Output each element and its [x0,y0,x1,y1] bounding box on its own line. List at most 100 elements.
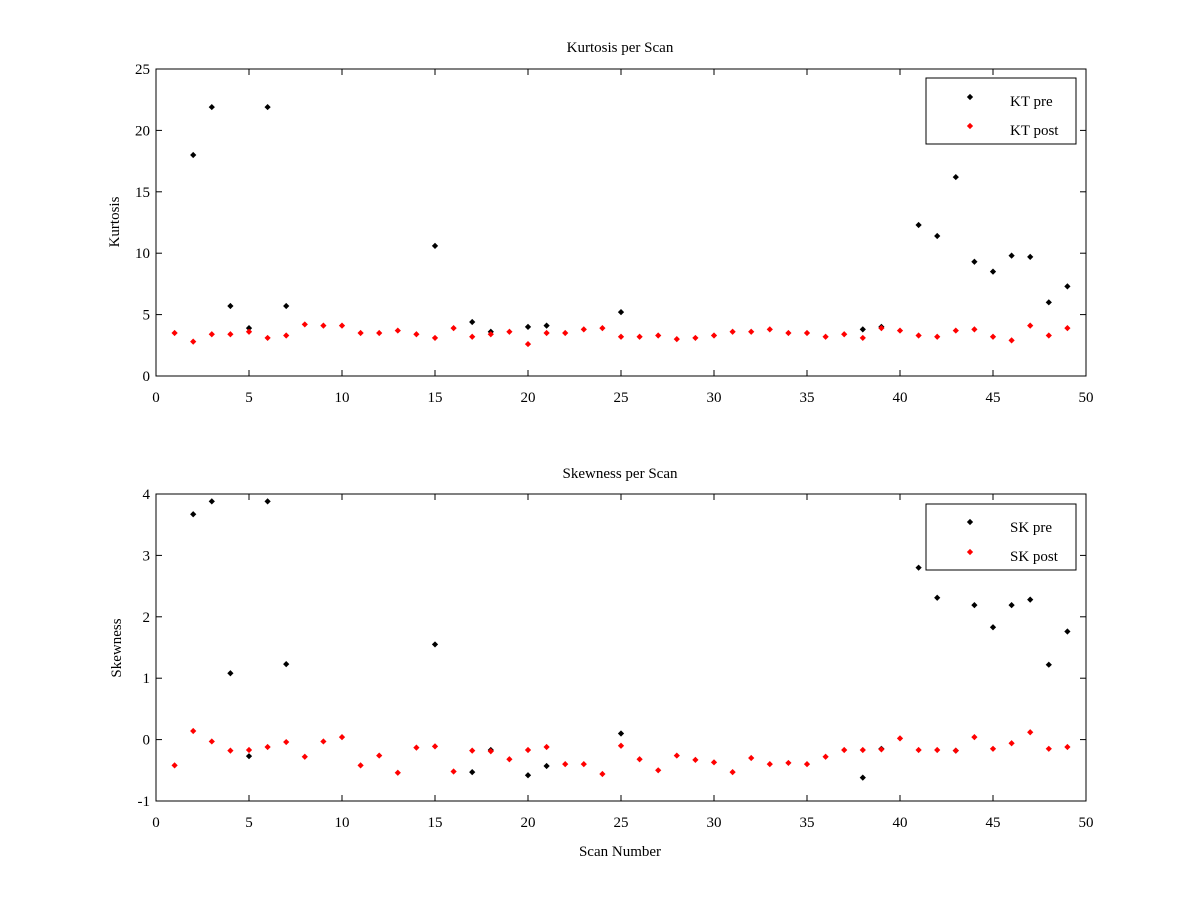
skewness-legend-box [925,503,1077,571]
kurtosis-plot-frame [155,68,1087,377]
kt-post-point [729,328,736,335]
kurtosis-y-tick-label: 10 [135,246,150,262]
kt-post-point [171,329,178,337]
kt-post-point [431,334,439,342]
sk-post-legend-label: SK post [1010,549,1059,565]
kt-post-point [320,322,327,329]
kt-post-point [376,329,383,337]
kurtosis-y-tick-label: 15 [135,185,150,201]
sk-post-point [971,734,978,741]
skewness-x-tick-label: 40 [893,815,908,831]
sk-pre-point [431,641,439,648]
kurtosis-y-axis-label: Kurtosis [107,196,123,247]
kt-post-point [524,340,532,348]
kurtosis-x-tick-label: 50 [1079,390,1094,406]
skewness-y-tick-label: 2 [143,610,151,626]
kurtosis-y-tick-label: 5 [143,308,151,324]
kt-pre-point [1064,283,1071,290]
skewness-points [171,498,1071,781]
kt-pre-legend-label: KT pre [1010,94,1053,110]
sk-post-point [952,747,959,754]
kt-post-point [543,329,550,337]
kurtosis-ticks: 0 5 10 15 20 25 30 35 40 45 50 0 5 10 15 20 25 [135,62,1094,406]
kt-post-legend-label: KT post [1010,123,1059,139]
skewness-x-tick-label: 0 [152,815,160,831]
kurtosis-x-tick-label: 0 [152,390,160,406]
kt-post-point [469,333,476,340]
kt-pre-point [283,302,290,310]
kt-pre-point [971,258,978,265]
kurtosis-y-tick-label: 20 [135,123,150,139]
skewness-y-tick-label: 3 [143,548,151,564]
kt-post-point [748,328,755,335]
sk-post-point [617,742,625,749]
kurtosis-x-tick-label: 45 [986,390,1001,406]
sk-post-point [599,770,606,778]
kt-post-point [1045,332,1052,339]
sk-post-point [431,743,439,750]
skewness-x-tick-label: 30 [707,815,722,831]
kurtosis-y-tick-label: 0 [143,369,151,385]
sk-post-point [655,767,662,774]
skewness-y-tick-label: 4 [143,487,151,503]
kt-post-point [301,321,308,328]
kurtosis-x-tick-label: 15 [428,390,443,406]
sk-pre-point [1045,661,1052,668]
sk-post-point [1008,740,1015,747]
sk-pre-point [524,772,532,779]
skewness-y-tick-label: -1 [138,794,151,810]
sk-post-point [450,768,457,775]
kt-post-point [394,327,401,334]
kt-post-point [785,329,792,337]
kt-pre-point [1027,253,1034,260]
skewness-y-axis-label: Skewness [109,618,125,677]
sk-pre-point [971,602,978,609]
kt-post-point [357,329,364,337]
skewness-x-tick-label: 15 [428,815,443,831]
sk-pre-point [469,769,476,776]
sk-post-point [710,759,718,766]
skewness-x-tick-label: 20 [521,815,536,831]
kt-post-point [487,331,494,338]
skewness-x-axis-label: Scan Number [579,844,661,860]
sk-post-point [1027,729,1034,736]
sk-post-point [766,761,773,768]
skewness-x-tick-label: 25 [614,815,629,831]
sk-pre-legend-marker [966,518,974,526]
sk-pre-point [859,774,866,781]
sk-post-point [989,745,997,752]
skewness-x-tick-label: 35 [800,815,815,831]
kurtosis-y-tick-label: 25 [135,62,150,78]
sk-post-point [915,746,922,754]
sk-pre-point [543,762,550,770]
skewness-chart-title: Skewness per Scan [563,466,678,482]
kt-post-point [841,331,848,338]
sk-post-point [376,752,383,759]
kurtosis-x-tick-label: 5 [245,390,253,406]
skewness-subplot: Skewness per Scan Skewness Scan Number 0… [109,466,1094,860]
kurtosis-chart-title: Kurtosis per Scan [567,40,674,56]
kt-pre-point [469,318,476,326]
sk-post-point [841,746,848,754]
kt-post-point [338,322,346,329]
skewness-y-tick-label: 0 [143,733,151,749]
skewness-y-tick-label: 1 [143,671,151,687]
sk-post-point [692,756,699,763]
sk-post-point [729,769,736,776]
sk-post-point [264,743,271,751]
sk-post-point [283,738,290,746]
sk-post-point [1045,745,1052,752]
sk-post-point [803,761,811,768]
sk-pre-point [245,753,253,760]
sk-post-point [580,761,587,768]
sk-pre-point [617,730,625,737]
kurtosis-x-tick-label: 40 [893,390,908,406]
kt-pre-point [989,268,997,275]
kurtosis-x-tick-label: 30 [707,390,722,406]
sk-post-point [822,753,829,760]
sk-post-point [543,743,550,751]
kt-post-point [413,331,420,338]
kt-pre-point [208,103,215,111]
sk-post-point [338,734,346,741]
